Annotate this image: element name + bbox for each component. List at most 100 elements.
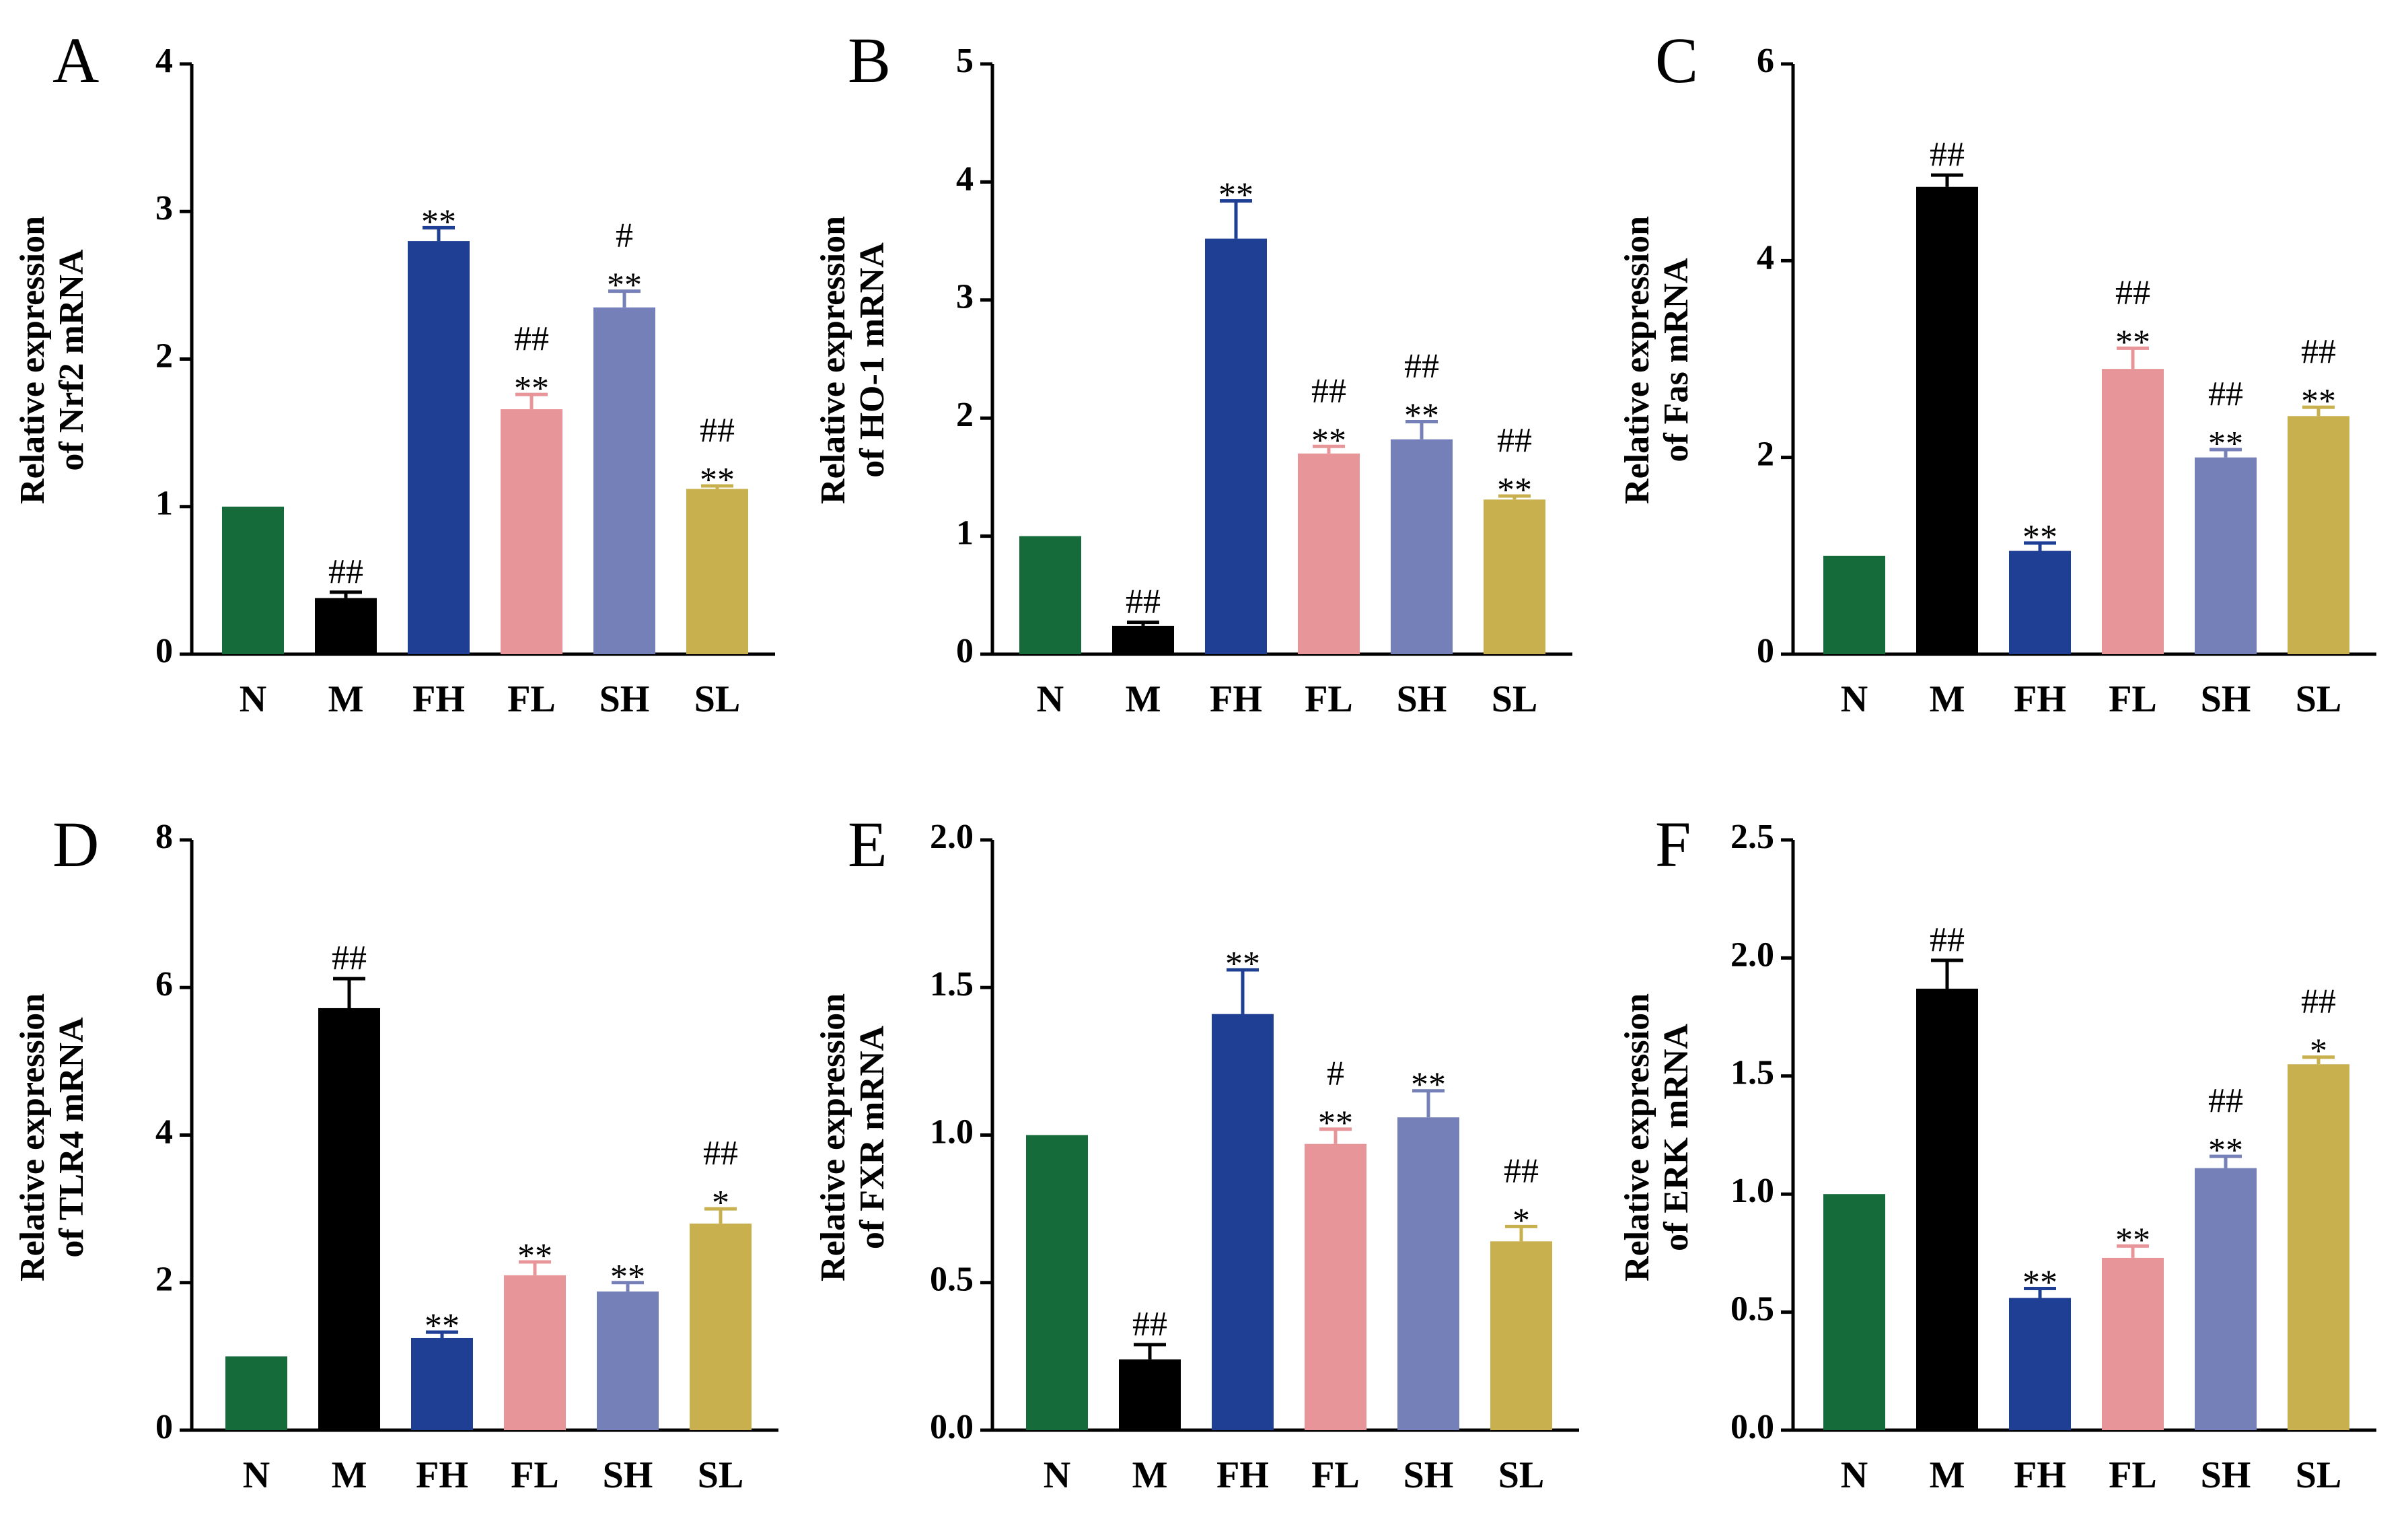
bar-e-fl: [1305, 1143, 1366, 1430]
bar-f-n: [1823, 1194, 1885, 1430]
y-tick-label-b: 3: [956, 278, 974, 316]
significance-label-f: **: [2022, 1264, 2057, 1302]
significance-label-c: ##: [2208, 375, 2243, 413]
x-tick-label-c: N: [1841, 678, 1868, 720]
y-tick-label-d: 4: [155, 1113, 173, 1151]
y-axis-label-e: Relative expressionof FXR mRNA: [814, 993, 891, 1281]
y-tick-label-f: 0.0: [1730, 1408, 1774, 1446]
x-tick-label-f: FH: [2014, 1454, 2066, 1496]
chart-panel-e: E Relative expressionof FXR mRNA 0.0 0.5 1.0…: [814, 808, 1579, 1496]
bar-e-fh: [1212, 1014, 1274, 1430]
bar-c-fh: [2009, 551, 2071, 654]
significance-label-e: **: [1225, 945, 1260, 983]
bar-b-sl: [1484, 499, 1545, 654]
significance-label-e: *: [1512, 1201, 1530, 1240]
x-tick-label-f: FL: [2109, 1454, 2157, 1496]
significance-label-d: ##: [332, 939, 367, 977]
significance-label-c: ##: [1930, 135, 1965, 174]
y-tick-label-f: 0.5: [1730, 1290, 1774, 1329]
x-tick-label-f: SL: [2296, 1454, 2342, 1496]
y-tick-label-c: 0: [1757, 632, 1774, 670]
y-tick-label-b: 5: [956, 42, 974, 80]
bar-b-m: [1112, 625, 1174, 654]
x-tick-label-c: SH: [2201, 678, 2251, 720]
bar-d-n: [225, 1356, 287, 1430]
bar-a-fh: [408, 241, 470, 655]
y-axis-label-b: Relative expressionof HO-1 mRNA: [814, 216, 891, 504]
significance-label-e: **: [1411, 1066, 1446, 1104]
x-tick-label-a: SL: [694, 678, 741, 720]
x-tick-label-f: SH: [2201, 1454, 2251, 1496]
y-tick-label-d: 0: [155, 1408, 173, 1446]
significance-label-b: **: [1497, 471, 1532, 509]
bar-d-m: [318, 1008, 380, 1430]
x-tick-label-e: N: [1044, 1454, 1070, 1496]
panel-letter-c: C: [1655, 24, 1698, 96]
panel-letter-d: D: [52, 808, 99, 880]
significance-label-b: **: [1311, 421, 1346, 460]
significance-label-d: **: [610, 1258, 645, 1296]
bar-d-fh: [411, 1337, 473, 1430]
x-tick-label-e: FL: [1311, 1454, 1360, 1496]
x-tick-label-d: FL: [511, 1454, 559, 1496]
bar-a-sh: [593, 307, 655, 654]
significance-label-f: ##: [2301, 983, 2336, 1021]
x-tick-label-d: FH: [416, 1454, 468, 1496]
y-tick-label-d: 8: [155, 818, 173, 856]
x-tick-label-b: FL: [1305, 678, 1353, 720]
bar-e-sh: [1397, 1117, 1459, 1430]
significance-label-f: ##: [1930, 921, 1965, 959]
x-tick-label-c: FL: [2109, 678, 2157, 720]
chart-panel-f: F Relative expressionof ERK mRNA 0.0 0.5 1.0…: [1618, 808, 2376, 1496]
x-tick-label-b: SL: [1492, 678, 1538, 720]
significance-label-a: **: [421, 203, 456, 241]
y-axis-label-line1: Relative expression: [13, 993, 52, 1281]
panel-letter-a: A: [52, 24, 99, 96]
significance-label-a: ##: [514, 320, 549, 358]
significance-label-a: **: [514, 369, 549, 408]
significance-label-b: ##: [1311, 372, 1346, 410]
y-tick-label-f: 1.5: [1730, 1054, 1774, 1092]
y-tick-label-a: 1: [155, 485, 173, 523]
significance-label-b: **: [1218, 176, 1253, 214]
y-axis-label-line2: of TLR4 mRNA: [52, 1017, 91, 1258]
significance-label-c: ##: [2301, 332, 2336, 371]
chart-panel-a: A Relative expressionof Nrf2 mRNA 0 1 2 3 4 N M #…: [13, 24, 775, 720]
y-tick-label-a: 2: [155, 337, 173, 375]
y-tick-label-b: 0: [956, 632, 974, 670]
x-tick-label-b: N: [1037, 678, 1064, 720]
bar-b-fh: [1205, 238, 1267, 654]
significance-label-f: ##: [2208, 1082, 2243, 1120]
y-axis-label-a: Relative expressionof Nrf2 mRNA: [13, 216, 91, 504]
chart-panel-b: B Relative expressionof HO-1 mRNA 0 1 2 3 4 5 N M…: [814, 24, 1572, 720]
y-tick-label-d: 2: [155, 1261, 173, 1299]
x-tick-label-a: N: [240, 678, 266, 720]
y-tick-label-e: 2.0: [930, 818, 974, 856]
bar-a-m: [315, 598, 377, 654]
y-tick-label-b: 4: [956, 160, 974, 198]
bar-f-sh: [2195, 1168, 2257, 1430]
y-tick-label-f: 1.0: [1730, 1172, 1774, 1210]
bar-c-n: [1823, 555, 1885, 654]
bar-b-n: [1019, 536, 1081, 654]
x-tick-label-d: SH: [603, 1454, 653, 1496]
significance-label-c: **: [2022, 518, 2057, 557]
significance-label-a: ##: [328, 553, 363, 591]
bar-e-n: [1026, 1135, 1088, 1430]
y-tick-label-d: 6: [155, 965, 173, 1003]
x-tick-label-e: M: [1132, 1454, 1168, 1496]
bar-c-sl: [2288, 416, 2349, 654]
bar-d-fl: [504, 1275, 566, 1430]
significance-label-b: ##: [1404, 347, 1439, 385]
significance-label-c: **: [2301, 382, 2336, 421]
x-tick-label-a: SH: [599, 678, 650, 720]
y-tick-label-e: 0.0: [930, 1408, 974, 1446]
bar-b-fl: [1298, 453, 1360, 654]
y-tick-label-f: 2.0: [1730, 936, 1774, 974]
x-tick-label-b: FH: [1210, 678, 1262, 720]
x-tick-label-d: N: [243, 1454, 270, 1496]
bar-c-m: [1916, 186, 1978, 654]
y-axis-label-line1: Relative expression: [814, 993, 852, 1281]
significance-label-a: **: [607, 267, 642, 305]
y-axis-label-line1: Relative expression: [1618, 993, 1656, 1281]
